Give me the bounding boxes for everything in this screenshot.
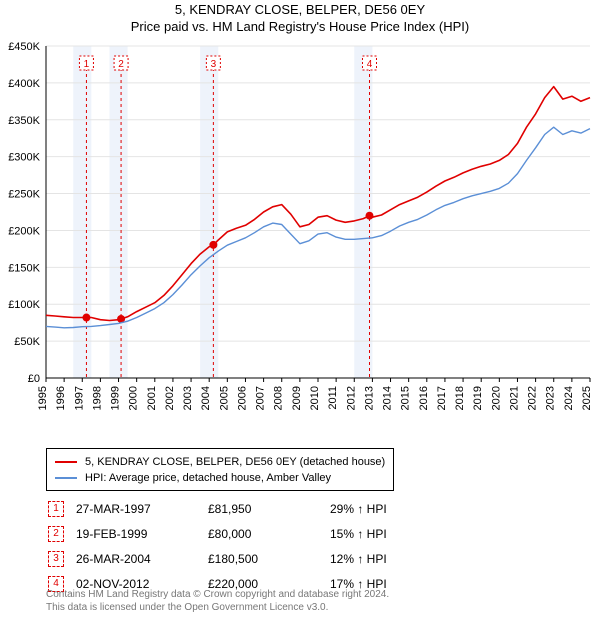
sales-row: 1 27-MAR-1997£81,95029% ↑ HPI	[48, 497, 397, 520]
svg-text:2016: 2016	[418, 386, 430, 410]
sales-row: 2 19-FEB-1999£80,00015% ↑ HPI	[48, 522, 397, 545]
price-chart-svg: £0 £50K £100K £150K £200K £250K £300K £350K £400…	[0, 40, 600, 440]
svg-text:£300K: £300K	[8, 152, 40, 164]
svg-text:2025: 2025	[581, 386, 593, 410]
sale-hpi-delta: 29% ↑ HPI	[330, 497, 397, 520]
svg-text:£450K: £450K	[8, 41, 40, 53]
svg-text:2021: 2021	[508, 386, 520, 410]
svg-text:2018: 2018	[454, 386, 466, 410]
sale-price: £81,950	[208, 497, 328, 520]
title-subtitle: Price paid vs. HM Land Registry's House …	[0, 17, 600, 34]
svg-text:2: 2	[118, 59, 124, 70]
svg-text:£350K: £350K	[8, 115, 40, 127]
title-address: 5, KENDRAY CLOSE, BELPER, DE56 0EY	[0, 2, 600, 17]
svg-text:£200K: £200K	[8, 225, 40, 237]
svg-text:2020: 2020	[490, 386, 502, 410]
sale-date: 19-FEB-1999	[76, 522, 206, 545]
svg-text:£250K: £250K	[8, 189, 40, 201]
sale-index-box: 1	[48, 501, 64, 517]
price-chart-card: { "title_line1": "5, KENDRAY CLOSE, BELP…	[0, 0, 600, 620]
svg-text:1999: 1999	[110, 386, 122, 410]
svg-text:2001: 2001	[146, 386, 158, 410]
svg-text:2003: 2003	[182, 386, 194, 410]
svg-text:2011: 2011	[327, 386, 339, 410]
svg-text:2010: 2010	[309, 386, 321, 410]
svg-text:2015: 2015	[400, 386, 412, 410]
legend-swatch	[55, 477, 77, 479]
sales-table: 1 27-MAR-1997£81,95029% ↑ HPI 2 19-FEB-1999…	[46, 495, 399, 597]
svg-text:2012: 2012	[345, 386, 357, 410]
sale-index-box: 2	[48, 526, 64, 542]
svg-text:4: 4	[367, 59, 373, 70]
sale-index-box: 3	[48, 551, 64, 567]
svg-text:1995: 1995	[37, 386, 49, 410]
chart-area: £0 £50K £100K £150K £200K £250K £300K £350K £400…	[0, 40, 600, 440]
footer-attribution: Contains HM Land Registry data © Crown c…	[46, 588, 389, 614]
footer-line: Contains HM Land Registry data © Crown c…	[46, 588, 389, 601]
legend-swatch	[55, 461, 77, 463]
svg-text:2017: 2017	[436, 386, 448, 410]
svg-text:2004: 2004	[200, 386, 212, 410]
legend-label: HPI: Average price, detached house, Ambe…	[85, 470, 331, 486]
legend: 5, KENDRAY CLOSE, BELPER, DE56 0EY (deta…	[46, 448, 394, 491]
svg-text:2023: 2023	[545, 386, 557, 410]
legend-label: 5, KENDRAY CLOSE, BELPER, DE56 0EY (deta…	[85, 454, 385, 470]
chart-titles: 5, KENDRAY CLOSE, BELPER, DE56 0EY Price…	[0, 0, 600, 34]
footer-line: This data is licensed under the Open Gov…	[46, 601, 389, 614]
svg-text:2005: 2005	[218, 386, 230, 410]
svg-text:2022: 2022	[527, 386, 539, 410]
sale-price: £180,500	[208, 547, 328, 570]
legend-item: 5, KENDRAY CLOSE, BELPER, DE56 0EY (deta…	[55, 454, 385, 470]
svg-text:2019: 2019	[472, 386, 484, 410]
svg-text:1998: 1998	[91, 386, 103, 410]
sale-price: £80,000	[208, 522, 328, 545]
svg-text:2000: 2000	[128, 386, 140, 410]
svg-text:£0: £0	[28, 373, 40, 385]
sale-date: 27-MAR-1997	[76, 497, 206, 520]
sales-row: 3 26-MAR-2004£180,50012% ↑ HPI	[48, 547, 397, 570]
svg-text:2006: 2006	[236, 386, 248, 410]
svg-text:1: 1	[84, 59, 90, 70]
svg-text:2008: 2008	[273, 386, 285, 410]
svg-text:3: 3	[211, 59, 217, 70]
svg-text:2014: 2014	[382, 386, 394, 410]
legend-item: HPI: Average price, detached house, Ambe…	[55, 470, 385, 486]
sale-hpi-delta: 15% ↑ HPI	[330, 522, 397, 545]
svg-text:2024: 2024	[563, 386, 575, 410]
svg-text:£50K: £50K	[14, 336, 40, 348]
sale-hpi-delta: 12% ↑ HPI	[330, 547, 397, 570]
svg-text:£100K: £100K	[8, 299, 40, 311]
svg-text:2009: 2009	[291, 386, 303, 410]
svg-text:£400K: £400K	[8, 78, 40, 90]
svg-text:2007: 2007	[255, 386, 267, 410]
svg-text:2013: 2013	[363, 386, 375, 410]
svg-text:2002: 2002	[164, 386, 176, 410]
svg-text:£150K: £150K	[8, 262, 40, 274]
svg-text:1997: 1997	[73, 386, 85, 410]
sale-date: 26-MAR-2004	[76, 547, 206, 570]
svg-text:1996: 1996	[55, 386, 67, 410]
